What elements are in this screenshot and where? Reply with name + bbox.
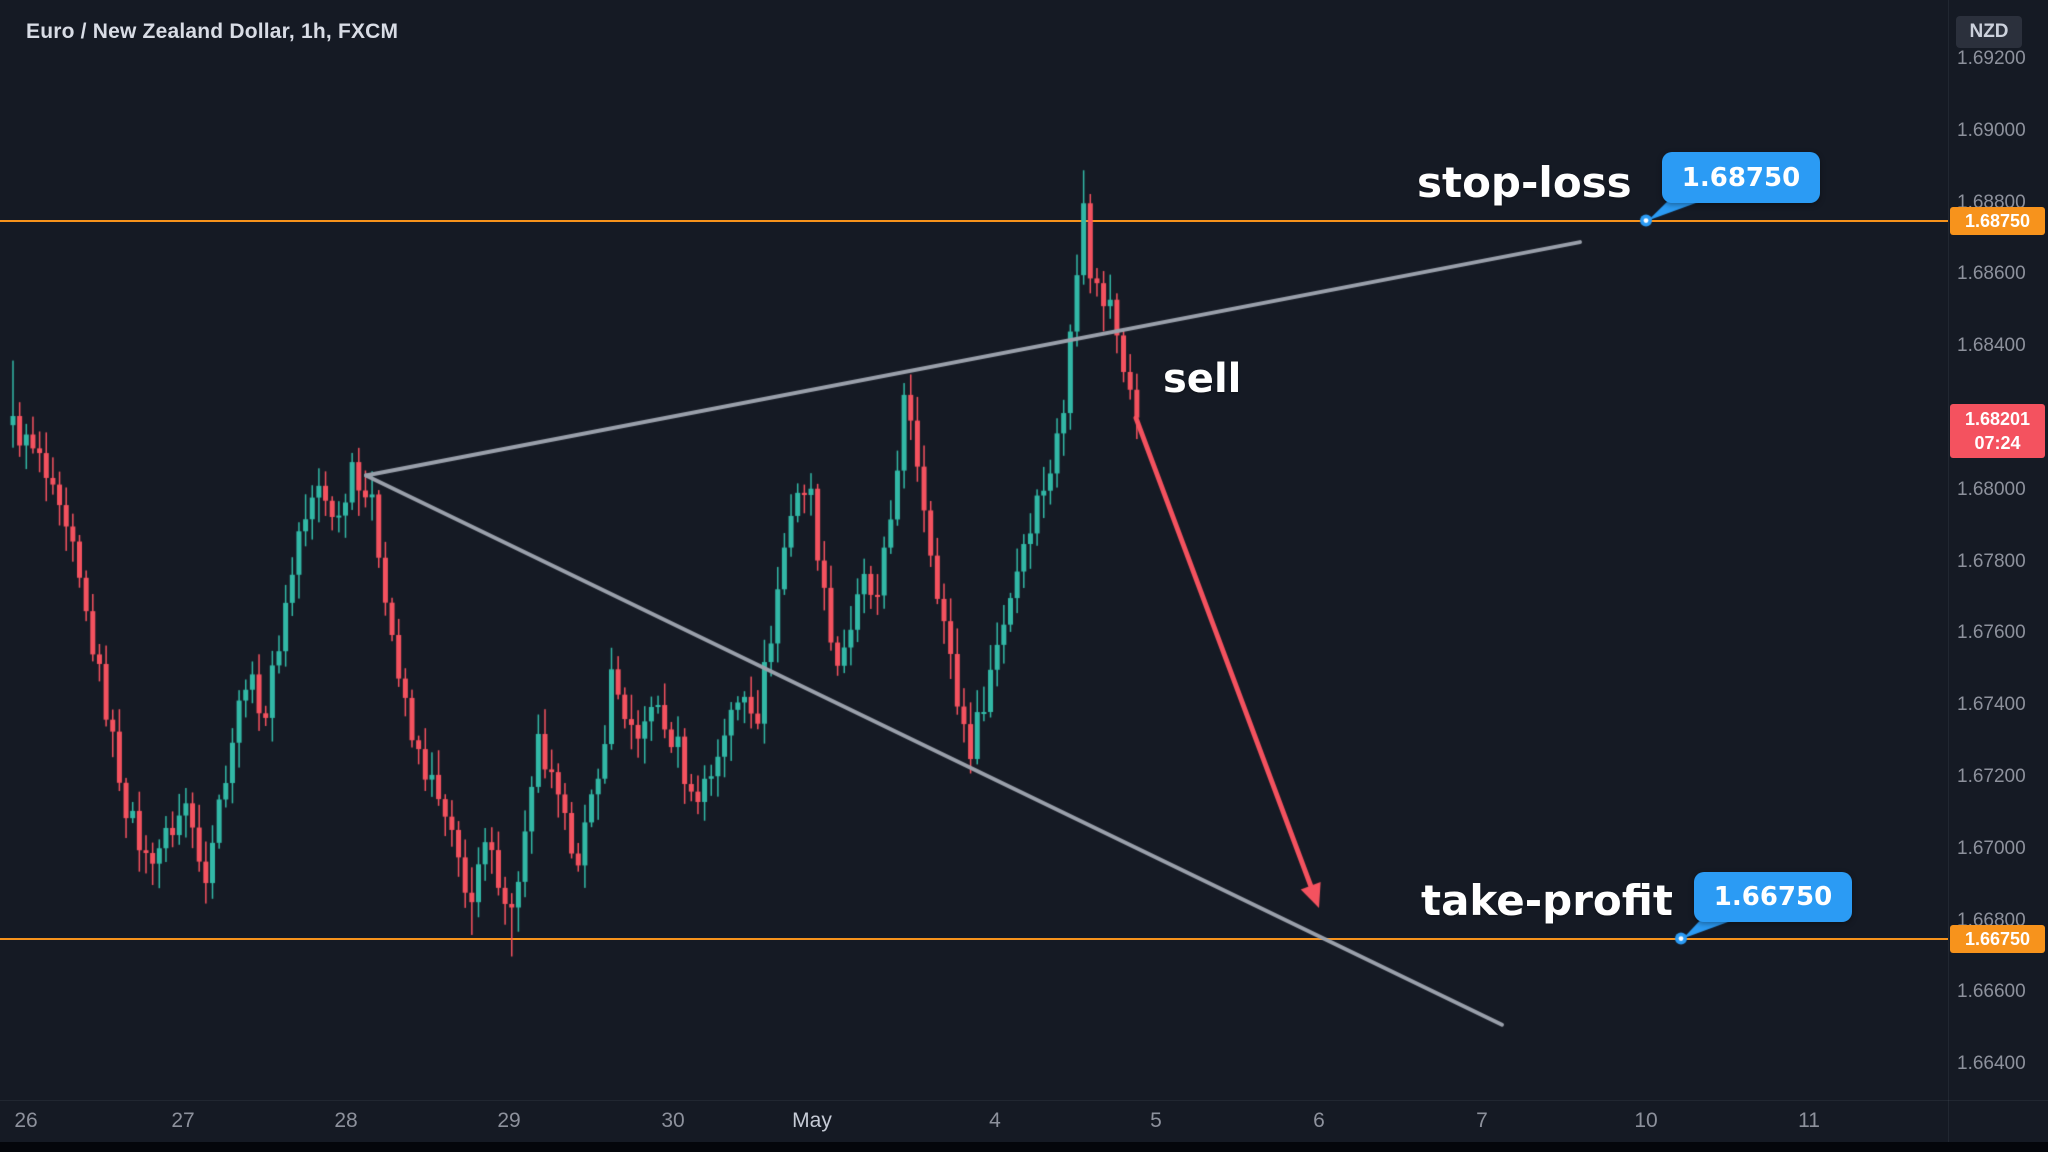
stop-loss-text[interactable]: stop-loss	[1417, 158, 1632, 207]
current-price-tag: 1.68201 07:24	[1950, 403, 2045, 458]
take-profit-axis-tag: 1.66750	[1950, 924, 2045, 953]
price-tick-label: 1.69200	[1957, 48, 2026, 69]
price-tick-label: 1.66400	[1957, 1053, 2026, 1075]
candle-countdown: 07:24	[1974, 432, 2021, 453]
time-tick-label: 6	[1313, 1109, 1325, 1132]
time-tick-label: 27	[171, 1109, 195, 1132]
time-tick-label: May	[792, 1109, 832, 1132]
price-tick-label: 1.68400	[1957, 335, 2026, 357]
time-axis[interactable]: 26 27 28 29 30 May 4 5 6 7 10 11	[0, 1100, 2048, 1143]
time-tick-label: 30	[661, 1109, 685, 1132]
price-tick-label: 1.67800	[1957, 550, 2026, 572]
price-tick-label: 1.67000	[1957, 837, 2026, 859]
price-tick-label: 1.66600	[1957, 981, 2026, 1003]
time-tick-label: 10	[1634, 1109, 1658, 1132]
price-tick-label: 1.68600	[1957, 263, 2026, 285]
current-price-value: 1.68201	[1964, 408, 2031, 429]
price-tick-label: 1.67600	[1957, 622, 2026, 644]
time-tick-label: 29	[497, 1109, 521, 1132]
stop-loss-price-callout[interactable]: 1.68750	[1662, 152, 1820, 203]
symbol-title[interactable]: Euro / New Zealand Dollar, 1h, FXCM	[26, 20, 399, 43]
price-tick-label: 1.67400	[1957, 694, 2026, 716]
time-tick-label: 26	[14, 1109, 38, 1132]
time-tick-label: 28	[334, 1109, 358, 1132]
price-tick-label: 1.67200	[1957, 766, 2026, 787]
take-profit-price-callout[interactable]: 1.66750	[1694, 872, 1852, 922]
time-tick-label: 11	[1798, 1109, 1820, 1132]
time-tick-label: 4	[989, 1109, 1001, 1132]
price-axis[interactable]: 1.692001.690001.688001.686001.684001.682…	[1948, 0, 2048, 1152]
sell-text[interactable]: sell	[1163, 356, 1242, 402]
price-tick-label: 1.69000	[1957, 119, 2026, 141]
price-tick-label: 1.68000	[1957, 478, 2026, 500]
time-tick-label: 5	[1150, 1109, 1162, 1132]
window-bottom-edge	[0, 1142, 2048, 1152]
quote-currency-badge[interactable]: NZD	[1956, 16, 2022, 48]
stop-loss-axis-tag: 1.68750	[1950, 206, 2045, 235]
time-tick-label: 7	[1476, 1109, 1488, 1132]
take-profit-text[interactable]: take-profit	[1421, 876, 1673, 925]
